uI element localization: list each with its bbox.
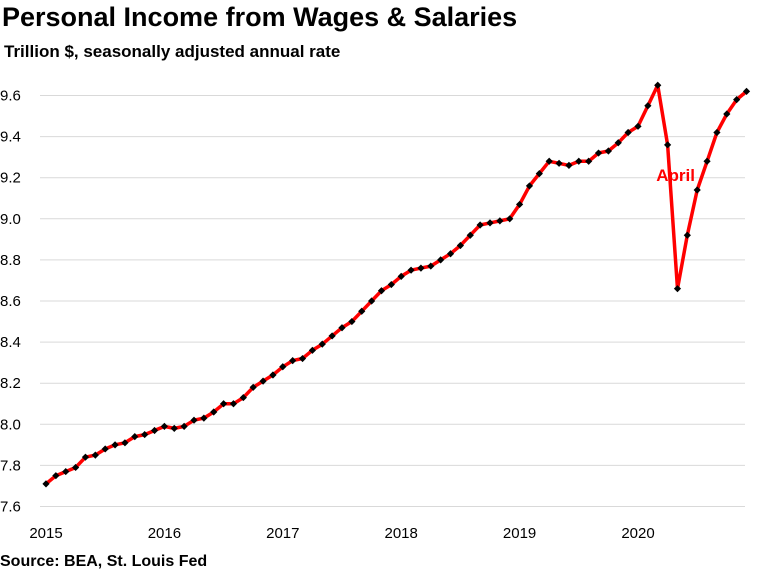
data-point	[713, 128, 721, 137]
y-tick-label: 7.8	[0, 457, 21, 474]
data-point	[654, 81, 662, 89]
data-point	[210, 408, 218, 416]
data-point	[200, 414, 208, 422]
data-point	[673, 285, 682, 293]
x-tick-label: 2015	[29, 525, 62, 542]
data-point	[220, 400, 228, 408]
y-tick-label: 9.0	[0, 211, 21, 228]
annotation-label: April	[656, 166, 695, 185]
data-point	[111, 441, 119, 449]
data-point	[239, 393, 247, 402]
x-tick-label: 2018	[385, 525, 418, 542]
data-point	[427, 262, 435, 270]
data-point	[437, 256, 445, 264]
data-point	[535, 169, 543, 178]
gridlines	[40, 95, 745, 507]
data-point	[525, 182, 534, 190]
data-point	[496, 217, 504, 225]
data-point	[121, 439, 129, 447]
y-tick-label: 7.6	[0, 499, 21, 516]
data-point	[150, 426, 159, 435]
data-point	[683, 231, 691, 239]
data-point	[644, 102, 652, 110]
data-point	[624, 128, 632, 137]
data-point	[249, 383, 257, 391]
data-point	[101, 445, 109, 453]
data-point	[703, 157, 711, 165]
data-point	[81, 453, 90, 461]
x-tick-label: 2019	[503, 525, 536, 542]
data-point	[170, 424, 178, 433]
data-point	[52, 472, 60, 480]
data-point	[368, 297, 376, 305]
data-point	[279, 363, 287, 371]
data-point	[723, 110, 731, 118]
data-point	[338, 324, 346, 332]
data-point	[348, 317, 356, 326]
data-point	[298, 354, 307, 363]
data-point	[594, 149, 603, 157]
data-point	[614, 139, 622, 147]
data-point	[229, 400, 238, 408]
data-point	[42, 480, 50, 488]
x-axis-ticks: 2015 2016 2017 2018 2019 2020	[29, 525, 654, 542]
series-markers	[42, 81, 751, 488]
data-point	[141, 430, 149, 439]
data-point	[377, 287, 386, 295]
annotations: April	[656, 166, 695, 185]
y-tick-label: 9.6	[0, 88, 21, 105]
data-point	[664, 141, 672, 149]
data-point	[565, 161, 573, 169]
data-point	[604, 147, 612, 155]
data-point	[318, 340, 326, 348]
y-axis-ticks: 7.6 7.8 8.0 8.2 8.4 8.6 8.8 9.0 9.2 9.4 9.6	[0, 88, 21, 516]
data-point	[456, 241, 464, 250]
data-point	[446, 250, 455, 258]
data-point	[72, 463, 80, 472]
data-point	[466, 231, 474, 239]
data-point	[397, 272, 405, 280]
data-point	[634, 122, 642, 130]
data-point	[417, 264, 425, 272]
data-point	[545, 157, 553, 165]
data-point	[693, 186, 701, 194]
data-point	[733, 96, 741, 104]
y-tick-label: 8.4	[0, 334, 21, 351]
data-point	[555, 159, 563, 167]
data-point	[269, 371, 277, 379]
data-point	[308, 346, 316, 354]
data-point	[585, 157, 593, 165]
data-point	[486, 219, 494, 227]
source-note: Source: BEA, St. Louis Fed	[0, 553, 208, 570]
data-point	[358, 307, 366, 315]
chart-subtitle: Trillion $, seasonally adjusted annual r…	[4, 42, 341, 61]
data-point	[190, 416, 198, 424]
data-point	[289, 356, 297, 365]
data-point	[575, 157, 583, 165]
data-point	[742, 87, 751, 95]
x-tick-label: 2020	[621, 525, 654, 542]
y-tick-label: 8.2	[0, 375, 21, 392]
data-point	[62, 467, 70, 476]
data-point	[407, 266, 415, 274]
y-tick-label: 8.6	[0, 293, 21, 310]
y-tick-label: 9.2	[0, 170, 21, 187]
y-tick-label: 9.4	[0, 129, 21, 146]
data-point	[180, 422, 188, 430]
data-point	[328, 332, 336, 340]
x-tick-label: 2016	[148, 525, 181, 542]
data-point	[131, 433, 139, 441]
data-point	[91, 451, 99, 459]
y-tick-label: 8.0	[0, 416, 21, 433]
data-point	[259, 377, 267, 385]
y-tick-label: 8.8	[0, 252, 21, 269]
data-point	[160, 422, 168, 430]
data-point	[476, 221, 484, 229]
data-point	[516, 200, 524, 209]
chart-title: Personal Income from Wages & Salaries	[2, 2, 518, 32]
data-point	[506, 215, 514, 223]
data-point	[387, 280, 395, 289]
x-tick-label: 2017	[266, 525, 299, 542]
